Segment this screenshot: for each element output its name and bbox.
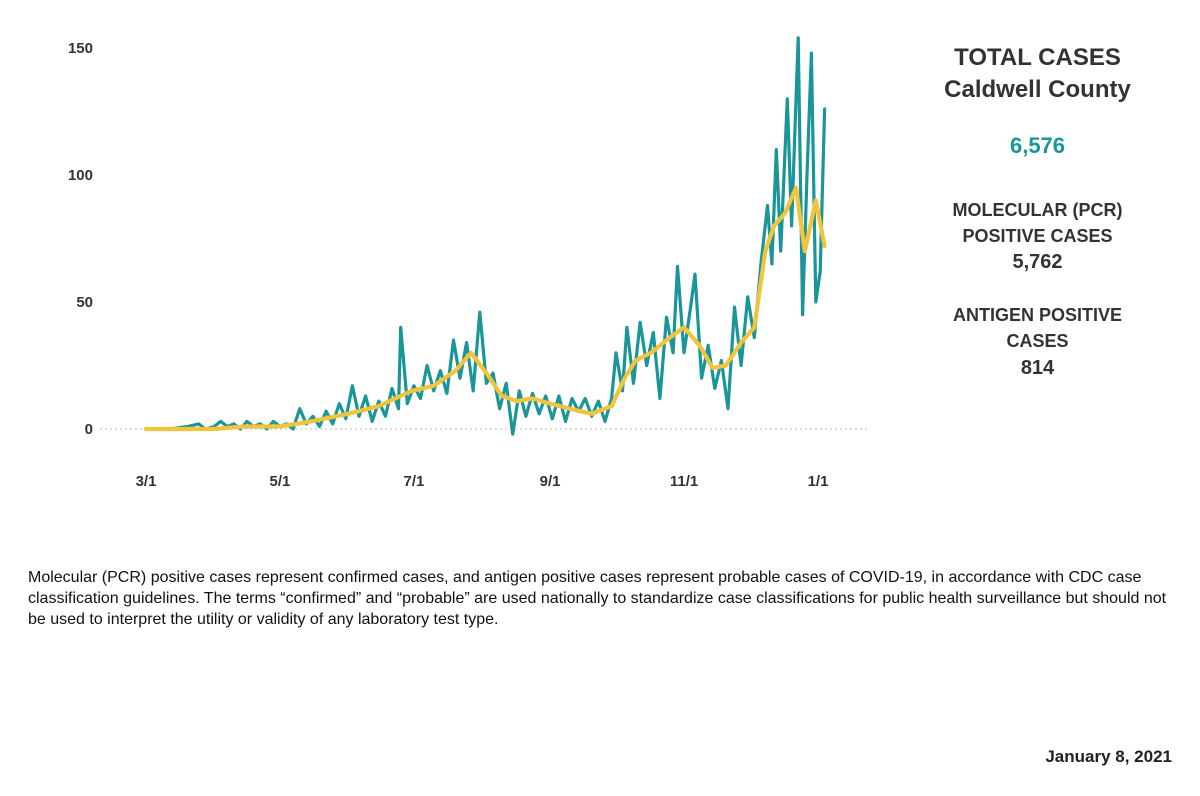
y-tick-label: 150 <box>68 40 93 57</box>
antigen-label-line2: CASES <box>1006 331 1069 351</box>
x-tick-label: 3/1 <box>136 473 157 490</box>
antigen-cases-value: 814 <box>1020 357 1055 379</box>
pcr-cases-value: 5,762 <box>1012 251 1063 273</box>
pcr-label-line2: POSITIVE CASES <box>962 226 1113 246</box>
average-cases-line <box>143 185 827 432</box>
x-tick-label: 7/1 <box>403 473 424 490</box>
x-tick-label: 9/1 <box>540 473 561 490</box>
panel-title: TOTAL CASES Caldwell County <box>905 42 1170 106</box>
total-cases-value: 6,576 <box>1009 133 1066 158</box>
x-tick-label: 1/1 <box>808 473 829 490</box>
x-tick-label: 11/1 <box>670 473 698 490</box>
panel-title-line1: TOTAL CASES <box>954 44 1121 71</box>
report-date: January 8, 2021 <box>1045 747 1172 766</box>
y-tick-label: 0 <box>85 421 93 438</box>
series-lines <box>143 36 827 436</box>
panel-title-county: Caldwell County <box>944 76 1131 103</box>
y-axis-ticks: 0 50 100 150 <box>68 40 93 438</box>
pcr-cases-label: MOLECULAR (PCR) POSITIVE CASES <box>905 197 1170 249</box>
cases-chart: 0 50 100 150 3/1 5/1 7/1 9/1 11/1 1/1 <box>68 36 870 490</box>
antigen-label-line1: ANTIGEN POSITIVE <box>952 305 1123 325</box>
antigen-cases-label: ANTIGEN POSITIVE CASES <box>905 302 1170 354</box>
y-tick-label: 50 <box>76 294 93 311</box>
x-axis-ticks: 3/1 5/1 7/1 9/1 11/1 1/1 <box>136 473 829 490</box>
footnote: Molecular (PCR) positive cases represent… <box>28 569 1167 628</box>
y-tick-label: 100 <box>68 167 93 184</box>
x-tick-label: 5/1 <box>270 473 291 490</box>
pcr-label-line1: MOLECULAR (PCR) <box>952 200 1123 220</box>
